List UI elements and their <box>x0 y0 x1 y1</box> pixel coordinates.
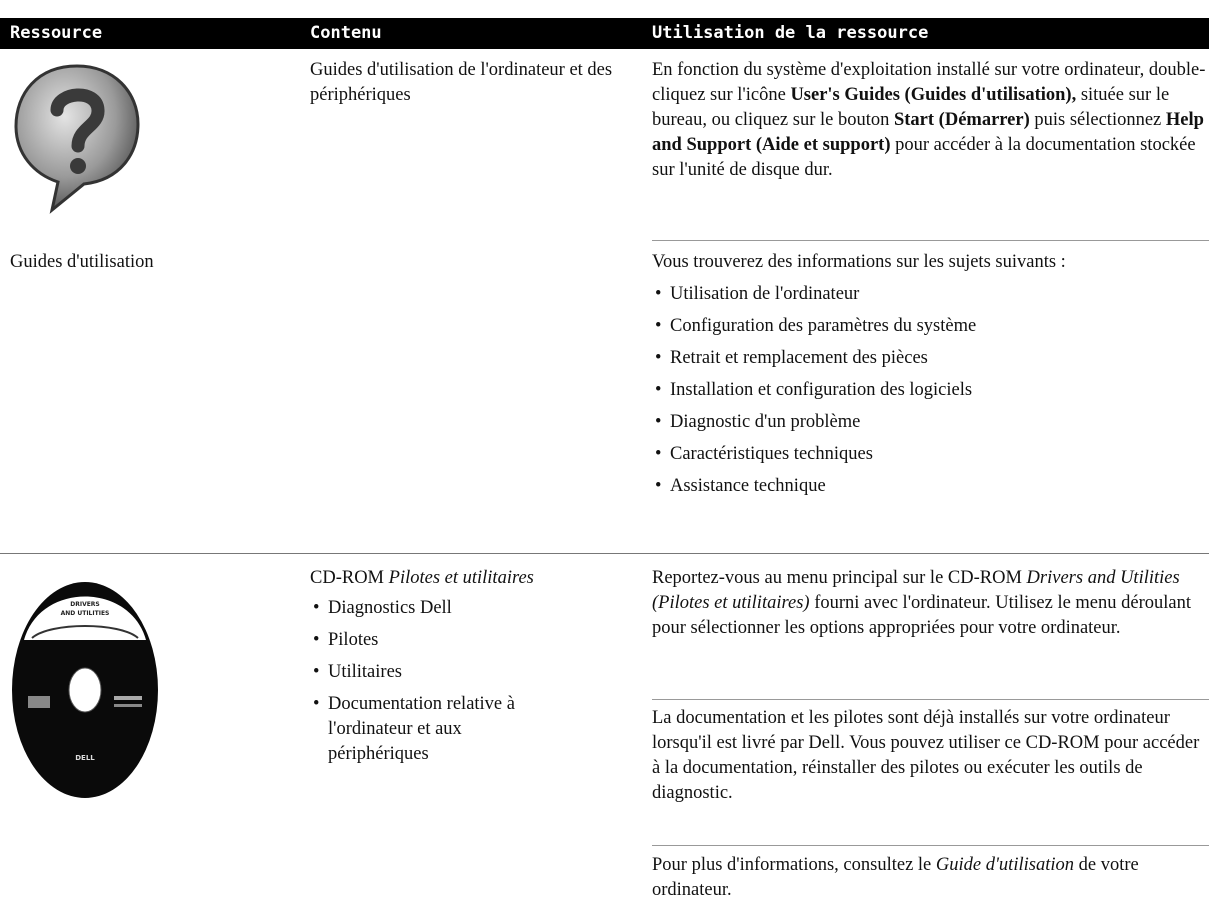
resource-label: Guides d'utilisation <box>10 252 154 272</box>
cd-text: AND UTILITIES <box>61 610 110 617</box>
content-text: CD-ROM Pilotes et utilitaires <box>310 566 640 591</box>
usage-paragraph: Reportez-vous au menu principal sur le C… <box>652 566 1208 641</box>
italic-text: Guide d'utilisation <box>935 855 1074 875</box>
text: En fonction du système d'exploitation in… <box>652 60 1206 105</box>
list-item: Assistance technique <box>652 474 1208 499</box>
text: de votre ordinateur. <box>652 855 1139 900</box>
list-item: Pilotes <box>310 628 530 653</box>
list-item: Configuration des paramètres du système <box>652 314 1208 339</box>
text: fourni avec l'ordinateur. Utilisez le me… <box>652 593 1192 638</box>
list-item: Installation et configuration des logici… <box>652 378 1208 403</box>
list-item: Diagnostics Dell <box>310 596 530 621</box>
text: Reportez-vous au menu principal sur le C… <box>652 568 1027 588</box>
italic-text: Drivers and Utilities (Pilotes et utilit… <box>652 568 1180 613</box>
list-item: Documentation relative à l'ordinateur et… <box>310 692 530 767</box>
divider <box>652 240 1209 241</box>
header-cell: Contenu <box>310 23 382 43</box>
cd-text: DRIVERS <box>70 601 100 608</box>
list-item: Utilitaires <box>310 660 530 685</box>
text: située sur le bureau, ou cliquez sur le … <box>652 85 1170 130</box>
list-item: Utilisation de l'ordinateur <box>652 282 1208 307</box>
content-text: Guides d'utilisation de l'ordinateur et … <box>310 60 613 105</box>
text: pour accéder à la documentation stockée … <box>652 135 1196 180</box>
cd-text: DELL <box>75 754 95 762</box>
usage-paragraph: Vous trouverez des informations sur les … <box>652 252 1066 272</box>
content-list: Diagnostics Dell Pilotes Utilitaires Docume… <box>310 596 530 774</box>
italic-text: Pilotes et utilitaires <box>388 568 534 588</box>
text: puis sélectionnez <box>1029 110 1166 130</box>
usage-paragraph: Pour plus d'informations, consultez le G… <box>652 853 1208 903</box>
topic-list: Utilisation de l'ordinateur Configuration… <box>652 282 1208 506</box>
help-icon <box>14 64 140 214</box>
cd-image: DRIVERS AND UTILITIES DELL <box>12 582 158 798</box>
list-item: Retrait et remplacement des pièces <box>652 346 1208 371</box>
list-item: Diagnostic d'un problème <box>652 410 1208 435</box>
divider <box>652 845 1209 846</box>
usage-paragraph: En fonction du système d'exploitation in… <box>652 58 1208 183</box>
divider <box>652 699 1209 700</box>
row-divider <box>0 553 1209 554</box>
usage-paragraph: La documentation et les pilotes sont déj… <box>652 708 1200 803</box>
list-item: Caractéristiques techniques <box>652 442 1208 467</box>
bold-text: User's Guides (Guides d'utilisation), <box>790 85 1077 105</box>
header-cell: Utilisation de la ressource <box>652 23 929 43</box>
text: CD-ROM <box>310 568 389 588</box>
bold-text: Help and Support (Aide et support) <box>652 110 1204 155</box>
bold-text: Start (Démarrer) <box>893 110 1030 130</box>
header-cell: Ressource <box>10 23 103 43</box>
table-header: Ressource Contenu Utilisation de la ress… <box>0 18 1209 49</box>
text: Pour plus d'informations, consultez le <box>652 855 936 875</box>
